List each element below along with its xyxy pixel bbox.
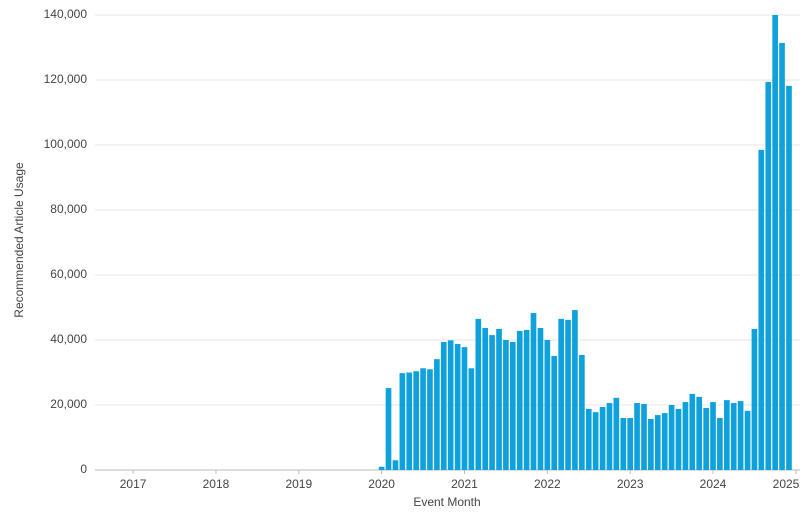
x-tick-label: 2019 — [285, 477, 312, 491]
bar — [503, 340, 509, 470]
bar — [606, 403, 613, 470]
bar — [475, 318, 482, 470]
bar — [682, 402, 689, 470]
y-tick-label: 100,000 — [44, 137, 88, 151]
bar — [717, 418, 723, 470]
bar — [772, 15, 778, 470]
bar — [627, 418, 634, 470]
bar — [592, 412, 599, 470]
bar — [406, 372, 413, 470]
bar — [779, 42, 785, 470]
bar — [675, 408, 682, 470]
bar — [537, 327, 544, 470]
bar — [399, 373, 406, 470]
bar — [730, 403, 737, 470]
bar — [689, 393, 696, 470]
bar — [703, 407, 709, 470]
x-tick-label: 2017 — [120, 477, 147, 491]
bar — [668, 405, 675, 470]
bar — [613, 397, 620, 470]
x-tick-label: 2023 — [617, 477, 644, 491]
y-tick-label: 20,000 — [50, 397, 87, 411]
bar — [765, 81, 772, 470]
y-tick-label: 140,000 — [44, 7, 88, 21]
bar — [585, 408, 592, 470]
bar — [440, 341, 447, 470]
y-tick-label: 60,000 — [50, 267, 87, 281]
bar — [558, 318, 564, 470]
bar — [496, 328, 502, 470]
bar — [744, 410, 751, 470]
bar — [523, 329, 530, 470]
x-axis-title: Event Month — [413, 495, 480, 509]
bar — [565, 319, 571, 470]
bar — [758, 149, 765, 470]
bar — [696, 396, 703, 470]
bar — [724, 400, 730, 470]
bar — [482, 327, 489, 470]
bar — [661, 413, 668, 470]
bar — [434, 359, 440, 470]
bar — [385, 388, 392, 470]
bar — [420, 368, 426, 470]
bar — [509, 341, 516, 470]
y-tick-label: 120,000 — [44, 72, 88, 86]
bar — [413, 371, 420, 470]
bar — [468, 368, 475, 470]
bar — [378, 466, 385, 470]
bar — [786, 85, 792, 470]
bar — [551, 355, 558, 470]
bar — [641, 404, 647, 470]
bar — [620, 418, 627, 470]
bar — [530, 313, 537, 470]
x-tick-label: 2024 — [700, 477, 727, 491]
bar — [461, 347, 468, 470]
x-tick-label: 2020 — [368, 477, 395, 491]
y-tick-label: 40,000 — [50, 332, 87, 346]
x-tick-label: 2025 — [773, 477, 800, 491]
x-tick-label: 2022 — [534, 477, 561, 491]
bar — [634, 403, 640, 470]
bar — [427, 369, 433, 470]
y-axis-title: Recommended Article Usage — [12, 162, 26, 318]
bar — [648, 418, 654, 470]
y-tick-label: 0 — [80, 462, 87, 476]
bar — [489, 335, 495, 470]
bar — [710, 402, 716, 470]
bar — [447, 340, 454, 470]
y-tick-label: 80,000 — [50, 202, 87, 216]
bar — [579, 354, 585, 470]
bar — [544, 340, 551, 470]
bar — [599, 406, 606, 470]
bar — [751, 328, 758, 470]
x-tick-label: 2021 — [451, 477, 478, 491]
x-tick-label: 2018 — [203, 477, 230, 491]
bar — [454, 343, 461, 470]
bar — [654, 415, 661, 470]
bar — [572, 310, 578, 470]
bar — [516, 330, 523, 470]
bar — [737, 401, 744, 470]
bar — [392, 460, 399, 470]
